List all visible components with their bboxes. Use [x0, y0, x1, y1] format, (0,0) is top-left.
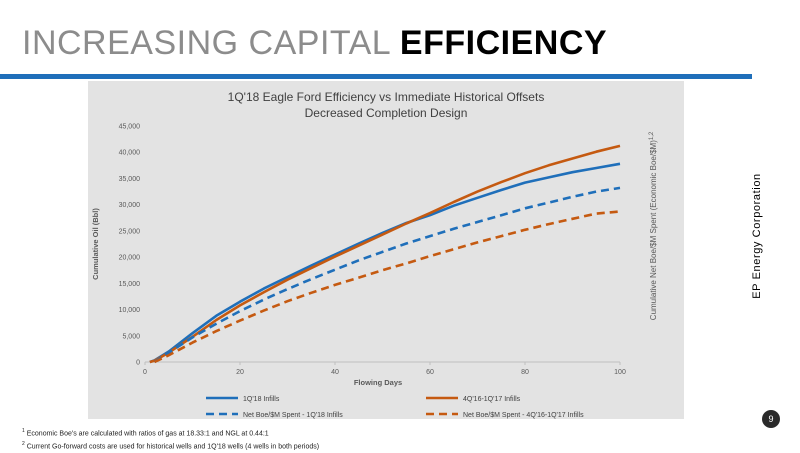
y-tick-label: 25,000	[119, 228, 141, 235]
y-tick-label: 0	[136, 360, 140, 367]
legend-label-2: 4Q'16-1Q'17 Infills	[463, 396, 521, 403]
x-tick-label: 80	[521, 369, 529, 376]
footnote-2-text: Current Go-forward costs are used for hi…	[26, 443, 320, 451]
y-tick-label: 35,000	[119, 176, 141, 183]
y2-axis-label-sup: 1,2	[649, 131, 655, 140]
legend-label-4: Net Boe/$M Spent - 4Q'16-1Q'17 Infills	[463, 412, 584, 419]
footnote-2: 2 Current Go-forward costs are used for …	[22, 439, 319, 452]
chart-subtitle: Decreased Completion Design	[305, 106, 468, 120]
chart-area: 1Q'18 Eagle Ford Efficiency vs Immediate…	[88, 81, 684, 419]
footnote-2-mark: 2	[22, 441, 25, 448]
title-bold: EFFICIENCY	[399, 24, 608, 62]
y2-axis-label: Cumulative Net Boe/$M Spent (Economic Bo…	[649, 131, 658, 320]
series-line-3	[153, 186, 621, 364]
footnote-1-text: Economic Boe's are calculated with ratio…	[26, 430, 269, 438]
y-tick-label: 5,000	[122, 333, 140, 340]
company-name: EP Energy Corporation	[751, 173, 763, 299]
title-rule	[0, 74, 752, 79]
y-tick-label: 40,000	[119, 150, 141, 157]
y2-axis-label-text: Cumulative Net Boe/$M Spent (Economic Bo…	[649, 140, 658, 320]
x-tick-label: 100	[614, 369, 626, 376]
legend-label-3: Net Boe/$M Spent - 1Q'18 Infills	[243, 412, 343, 419]
chart-title: 1Q'18 Eagle Ford Efficiency vs Immediate…	[228, 90, 545, 104]
x-tick-label: 0	[143, 369, 147, 376]
x-axis-label: Flowing Days	[354, 378, 402, 387]
footnote-1: 1 Economic Boe's are calculated with rat…	[22, 426, 319, 439]
series-line-4	[153, 210, 621, 364]
x-tick-label: 20	[236, 369, 244, 376]
y-tick-label: 20,000	[119, 255, 141, 262]
series-line-1	[149, 162, 621, 364]
page-number: 9	[762, 410, 780, 428]
efficiency-chart: 1Q'18 Eagle Ford Efficiency vs Immediate…	[91, 90, 658, 419]
legend-label-1: 1Q'18 Infills	[243, 396, 280, 403]
legend: 1Q'18 Infills 4Q'16-1Q'17 Infills Net Boe/…	[206, 396, 584, 419]
footnote-1-mark: 1	[22, 428, 25, 434]
series-lines	[149, 144, 621, 364]
y-axis-label: Cumulative Oil (Bbl)	[91, 208, 100, 280]
x-tick-label: 60	[426, 369, 434, 376]
y-tick-label: 15,000	[119, 281, 141, 288]
y-tick-label: 30,000	[119, 202, 141, 209]
slide-title: INCREASING CAPITAL EFFICIENCY	[22, 24, 607, 63]
footnotes: 1 Economic Boe's are calculated with rat…	[22, 426, 319, 453]
axes: 0 5,000 10,000 15,000 20,000 25,000 30,000 35,0…	[119, 124, 626, 377]
y-tick-label: 10,000	[119, 307, 141, 314]
title-light: INCREASING CAPITAL	[22, 24, 390, 62]
series-line-2	[149, 144, 621, 364]
x-tick-label: 40	[331, 369, 339, 376]
y-tick-label: 45,000	[119, 124, 141, 131]
